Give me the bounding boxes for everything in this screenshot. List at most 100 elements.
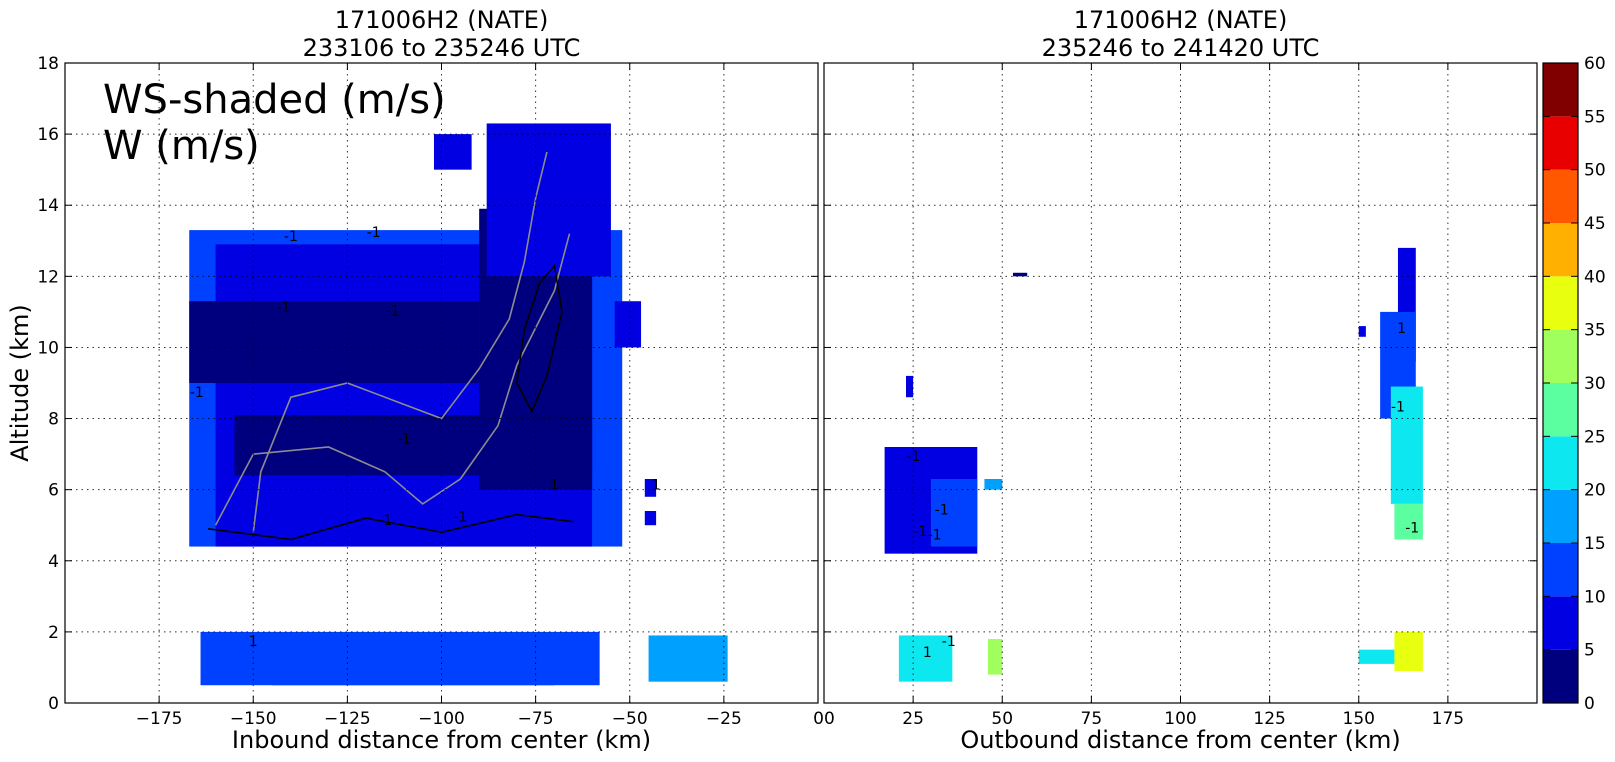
contour-label: -1 bbox=[453, 510, 467, 526]
colorbar-swatch bbox=[1543, 276, 1578, 330]
colorbar-tick-label: 0 bbox=[1584, 694, 1595, 714]
w-contour-gray-0 bbox=[252, 151, 548, 533]
colorbar-swatch bbox=[1543, 116, 1578, 170]
panel-title-line1: 171006H2 (NATE) bbox=[335, 6, 549, 34]
contour-label: -1 bbox=[1391, 399, 1405, 415]
ws-region-0-6 bbox=[433, 134, 472, 170]
ws-region-1-10 bbox=[1390, 386, 1423, 504]
x-tick-label: 0 bbox=[824, 709, 835, 729]
y-tick-label: 14 bbox=[37, 196, 59, 216]
x-axis-label: Inbound distance from center (km) bbox=[232, 726, 651, 754]
colorbar-swatch bbox=[1543, 169, 1578, 223]
contour-label: -1 bbox=[913, 524, 927, 540]
x-tick-label: −100 bbox=[418, 709, 465, 729]
ws-region-0-9 bbox=[272, 635, 555, 686]
contour-label: -1 bbox=[397, 431, 411, 447]
contour-label: 1 bbox=[550, 478, 559, 494]
contour-label: 1 bbox=[1397, 321, 1406, 337]
contour-label: -1 bbox=[284, 229, 298, 245]
colorbar-swatch bbox=[1543, 223, 1578, 277]
overlay-text-1: W (m/s) bbox=[103, 123, 260, 169]
contour-label: -1 bbox=[276, 300, 290, 316]
ws-region-1-9 bbox=[1358, 326, 1366, 337]
y-tick-label: 6 bbox=[48, 481, 59, 501]
ws-region-0-5 bbox=[486, 123, 611, 277]
y-tick-label: 16 bbox=[37, 125, 59, 145]
ws-region-0-2 bbox=[189, 301, 480, 383]
y-tick-label: 4 bbox=[48, 552, 59, 572]
colorbar-swatch bbox=[1543, 489, 1578, 543]
x-tick-label: 0 bbox=[813, 709, 824, 729]
y-tick-label: 8 bbox=[48, 410, 59, 430]
ws-region-1-11 bbox=[1394, 503, 1423, 540]
x-tick-label: 150 bbox=[1343, 709, 1375, 729]
colorbar-tick-label: 40 bbox=[1584, 267, 1606, 287]
colorbar-swatch bbox=[1543, 649, 1578, 703]
y-axis-label: Altitude (km) bbox=[6, 304, 34, 461]
ws-region-1-1 bbox=[930, 479, 978, 547]
contour-label: -1 bbox=[367, 225, 381, 241]
contour-label: -1 bbox=[935, 503, 949, 519]
x-tick-label: 125 bbox=[1253, 709, 1285, 729]
y-tick-label: 0 bbox=[48, 694, 59, 714]
contour-label: -1 bbox=[386, 303, 400, 319]
x-tick-label: −125 bbox=[324, 709, 371, 729]
ws-region-1-3 bbox=[984, 479, 1003, 490]
colorbar-tick-label: 15 bbox=[1584, 534, 1606, 554]
x-axis-label: Outbound distance from center (km) bbox=[960, 726, 1400, 754]
contour-label: -1 bbox=[190, 385, 204, 401]
ws-region-1-5 bbox=[898, 635, 953, 682]
panel-title-line2: 233106 to 235246 UTC bbox=[303, 34, 581, 62]
y-tick-label: 18 bbox=[37, 54, 59, 74]
colorbar-tick-label: 25 bbox=[1584, 427, 1606, 447]
contour-label: -1 bbox=[1405, 520, 1419, 536]
contour-label: 1 bbox=[249, 634, 258, 650]
colorbar-tick-label: 35 bbox=[1584, 321, 1606, 341]
contour-label: 1 bbox=[652, 478, 661, 494]
contour-label: -1 bbox=[942, 634, 956, 650]
x-tick-label: 175 bbox=[1432, 709, 1464, 729]
colorbar-swatch bbox=[1543, 329, 1578, 383]
y-tick-label: 10 bbox=[37, 338, 59, 358]
y-tick-label: 2 bbox=[48, 623, 59, 643]
ws-region-1-4 bbox=[1012, 272, 1028, 277]
colorbar-swatch bbox=[1543, 63, 1578, 117]
ws-region-0-7 bbox=[614, 301, 642, 348]
x-tick-label: 75 bbox=[1081, 709, 1103, 729]
x-tick-label: 50 bbox=[991, 709, 1013, 729]
colorbar-tick-label: 50 bbox=[1584, 161, 1606, 181]
x-tick-label: −50 bbox=[612, 709, 648, 729]
x-tick-label: 100 bbox=[1164, 709, 1196, 729]
contour-label: -1 bbox=[378, 513, 392, 529]
ws-region-1-2 bbox=[905, 375, 914, 398]
colorbar-tick-label: 30 bbox=[1584, 374, 1606, 394]
colorbar-swatch bbox=[1543, 543, 1578, 597]
overlay-text-0: WS-shaded (m/s) bbox=[103, 77, 446, 123]
colorbar-tick-label: 45 bbox=[1584, 214, 1606, 234]
ws-region-0-12 bbox=[644, 511, 657, 526]
colorbar-tick-label: 20 bbox=[1584, 481, 1606, 501]
colorbar-swatch bbox=[1543, 596, 1578, 650]
contour-label: -1 bbox=[928, 527, 942, 543]
ws-region-1-6 bbox=[987, 639, 1003, 675]
ws-region-0-10 bbox=[648, 635, 728, 682]
w-contour-black-1 bbox=[207, 513, 574, 541]
ws-region-1-12 bbox=[1394, 631, 1423, 671]
colorbar-swatch bbox=[1543, 383, 1578, 437]
ws-region-1-13 bbox=[1358, 649, 1395, 664]
x-tick-label: 25 bbox=[902, 709, 924, 729]
y-tick-label: 12 bbox=[37, 267, 59, 287]
x-tick-label: −25 bbox=[706, 709, 742, 729]
x-tick-label: −175 bbox=[136, 709, 183, 729]
colorbar-tick-label: 55 bbox=[1584, 107, 1606, 127]
contour-label: 1 bbox=[923, 645, 932, 661]
colorbar-tick-label: 5 bbox=[1584, 641, 1595, 661]
w-contour-black-0 bbox=[516, 263, 563, 414]
x-tick-label: −150 bbox=[230, 709, 277, 729]
ws-region-0-11 bbox=[644, 479, 657, 497]
colorbar-swatch bbox=[1543, 436, 1578, 490]
contour-label: -1 bbox=[906, 449, 920, 465]
colorbar-tick-label: 60 bbox=[1584, 54, 1606, 74]
colorbar-tick-label: 10 bbox=[1584, 587, 1606, 607]
